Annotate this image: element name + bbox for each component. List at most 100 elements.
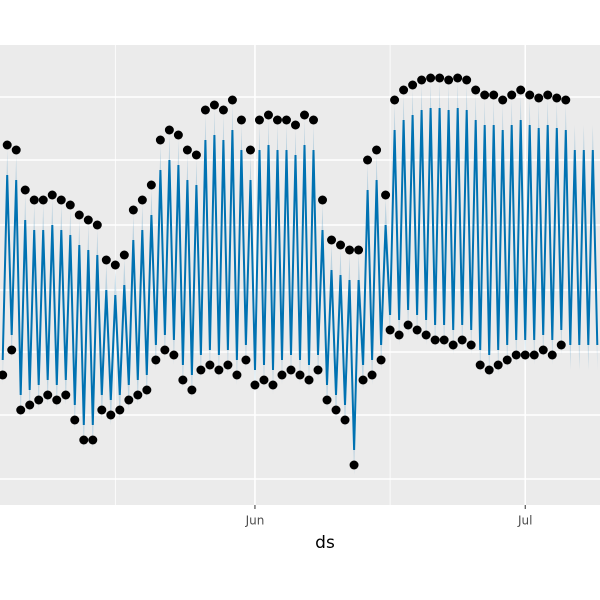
observation-point — [70, 415, 80, 425]
observation-point — [304, 375, 314, 385]
observation-point — [457, 335, 467, 345]
observation-point — [52, 395, 62, 405]
observation-point — [345, 245, 355, 255]
observation-point — [0, 370, 8, 380]
observation-point — [7, 345, 17, 355]
observation-point — [340, 415, 350, 425]
observation-point — [187, 385, 197, 395]
axes: Jun Jul — [245, 505, 532, 528]
observation-point — [92, 220, 102, 230]
observation-point — [331, 405, 341, 415]
observation-point — [534, 93, 544, 103]
observation-point — [79, 435, 89, 445]
observation-point — [556, 340, 566, 350]
observation-point — [223, 360, 233, 370]
observation-point — [124, 395, 134, 405]
observation-point — [336, 240, 346, 250]
observation-point — [61, 390, 71, 400]
observation-point — [254, 115, 264, 125]
observation-point — [363, 155, 373, 165]
observation-point — [498, 95, 508, 105]
observation-point — [151, 355, 161, 365]
x-tick-label: Jul — [517, 514, 532, 528]
observation-point — [300, 110, 310, 120]
observation-point — [119, 250, 129, 260]
observation-point — [200, 105, 210, 115]
observation-point — [408, 80, 418, 90]
forecast-line — [1, 107, 599, 451]
observation-point — [268, 380, 278, 390]
observation-point — [263, 110, 273, 120]
observation-point — [430, 335, 440, 345]
observation-point — [236, 115, 246, 125]
observation-point — [281, 115, 291, 125]
observation-point — [394, 330, 404, 340]
observation-point — [196, 365, 206, 375]
observation-point — [115, 405, 125, 415]
observation-point — [547, 350, 557, 360]
observation-point — [155, 135, 165, 145]
observation-point — [516, 85, 526, 95]
observation-point — [137, 195, 147, 205]
observation-point — [444, 75, 454, 85]
observation-point — [502, 355, 512, 365]
observation-point — [65, 200, 75, 210]
marks — [0, 73, 599, 475]
observation-point — [529, 350, 539, 360]
observation-point — [16, 405, 26, 415]
observation-point — [277, 370, 287, 380]
observation-point — [56, 195, 66, 205]
observation-point — [286, 365, 296, 375]
observation-point — [218, 105, 228, 115]
observation-point — [426, 73, 436, 83]
observation-point — [2, 140, 12, 150]
observation-point — [543, 90, 553, 100]
observation-point — [178, 375, 188, 385]
observation-point — [358, 375, 368, 385]
observation-point — [38, 195, 48, 205]
observation-point — [489, 90, 499, 100]
observation-point — [376, 355, 386, 365]
observation-point — [83, 215, 93, 225]
observation-point — [327, 235, 337, 245]
observation-point — [313, 365, 323, 375]
observation-point — [484, 365, 494, 375]
observation-point — [399, 85, 409, 95]
observation-point — [20, 185, 30, 195]
observation-point — [466, 340, 476, 350]
x-tick-label: Jun — [245, 514, 265, 528]
observation-point — [354, 245, 364, 255]
observation-point — [133, 390, 143, 400]
observation-point — [511, 350, 521, 360]
observation-point — [507, 90, 517, 100]
observation-point — [164, 125, 174, 135]
observation-point — [538, 345, 548, 355]
observation-point — [552, 93, 562, 103]
observation-point — [205, 360, 215, 370]
observation-point — [110, 260, 120, 270]
observation-point — [209, 100, 219, 110]
observation-point — [439, 335, 449, 345]
observation-point — [25, 400, 35, 410]
observation-point — [493, 360, 503, 370]
observation-point — [480, 90, 490, 100]
observation-point — [43, 390, 53, 400]
observation-point — [11, 145, 21, 155]
observation-point — [471, 85, 481, 95]
observation-point — [191, 150, 201, 160]
observation-point — [322, 395, 332, 405]
observation-point — [385, 325, 395, 335]
observation-point — [128, 205, 138, 215]
observation-point — [160, 345, 170, 355]
observation-point — [403, 320, 413, 330]
observation-point — [561, 95, 571, 105]
observation-point — [214, 365, 224, 375]
observation-point — [232, 370, 242, 380]
x-axis-label: ds — [315, 533, 335, 553]
observation-point — [259, 375, 269, 385]
observation-point — [349, 460, 359, 470]
observation-point — [309, 115, 319, 125]
observation-point — [106, 410, 116, 420]
